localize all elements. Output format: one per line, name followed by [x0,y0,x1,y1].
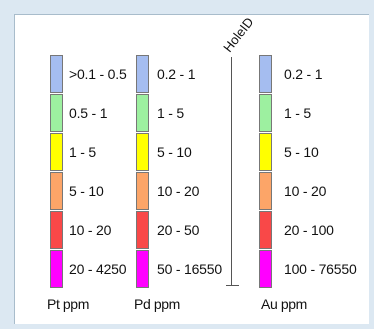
pt-range-2: 0.5 - 1 [69,105,108,121]
pt-title: Pt ppm [47,296,89,312]
pd-swatch-5 [136,211,149,249]
pd-color-ramp [136,55,149,289]
pd-swatch-6 [136,250,149,288]
au-swatch-4 [259,172,272,210]
pd-range-2: 1 - 5 [157,105,185,121]
au-range-1: 0.2 - 1 [284,66,323,82]
pt-range-4: 5 - 10 [69,183,104,199]
au-range-3: 5 - 10 [284,144,319,160]
pt-range-3: 1 - 5 [69,144,97,160]
pd-range-1: 0.2 - 1 [157,66,196,82]
pd-swatch-2 [136,94,149,132]
au-swatch-2 [259,94,272,132]
au-range-5: 20 - 100 [284,222,334,238]
au-range-2: 1 - 5 [284,105,312,121]
pd-swatch-1 [136,55,149,93]
pd-swatch-3 [136,133,149,171]
au-swatch-6 [259,250,272,288]
pd-range-6: 50 - 16550 [157,261,222,277]
legend-panel [14,14,369,324]
au-range-6: 100 - 76550 [284,261,357,277]
au-swatch-3 [259,133,272,171]
pt-range-1: >0.1 - 0.5 [69,66,127,82]
pt-swatch-3 [50,133,63,171]
au-swatch-5 [259,211,272,249]
pd-range-5: 20 - 50 [157,222,200,238]
pt-range-6: 20 - 4250 [69,261,127,277]
pt-swatch-4 [50,172,63,210]
pt-swatch-6 [50,250,63,288]
hole-axis-line [231,57,232,286]
pt-range-5: 10 - 20 [69,222,112,238]
hole-axis-tick [226,285,239,286]
pt-swatch-5 [50,211,63,249]
pt-swatch-2 [50,94,63,132]
pd-range-3: 5 - 10 [157,144,192,160]
pt-swatch-1 [50,55,63,93]
au-color-ramp [259,55,272,289]
pd-title: Pd ppm [134,296,180,312]
pt-color-ramp [50,55,63,289]
pd-range-4: 10 - 20 [157,183,200,199]
pd-swatch-4 [136,172,149,210]
au-swatch-1 [259,55,272,93]
au-range-4: 10 - 20 [284,183,327,199]
au-title: Au ppm [261,296,307,312]
